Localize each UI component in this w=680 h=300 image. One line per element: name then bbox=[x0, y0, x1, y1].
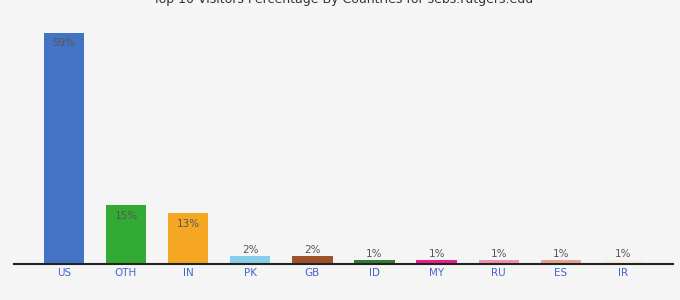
Bar bbox=[354, 260, 394, 264]
Bar bbox=[168, 213, 208, 264]
Bar bbox=[479, 260, 519, 264]
Bar bbox=[292, 256, 333, 264]
Bar bbox=[416, 260, 457, 264]
Text: 1%: 1% bbox=[428, 248, 445, 259]
Bar bbox=[44, 32, 84, 264]
Text: 1%: 1% bbox=[367, 248, 383, 259]
Bar bbox=[105, 205, 146, 264]
Bar bbox=[603, 260, 643, 264]
Text: 1%: 1% bbox=[615, 248, 631, 259]
Text: 2%: 2% bbox=[304, 244, 320, 255]
Text: 1%: 1% bbox=[553, 248, 569, 259]
Bar bbox=[541, 260, 581, 264]
Text: 2%: 2% bbox=[242, 244, 258, 255]
Text: 59%: 59% bbox=[52, 38, 75, 48]
Title: Top 10 Visitors Percentage By Countries for sebs.rutgers.edu: Top 10 Visitors Percentage By Countries … bbox=[153, 0, 534, 6]
Bar bbox=[230, 256, 271, 264]
Text: 15%: 15% bbox=[114, 211, 137, 221]
Text: 13%: 13% bbox=[177, 219, 200, 229]
Text: 1%: 1% bbox=[490, 248, 507, 259]
